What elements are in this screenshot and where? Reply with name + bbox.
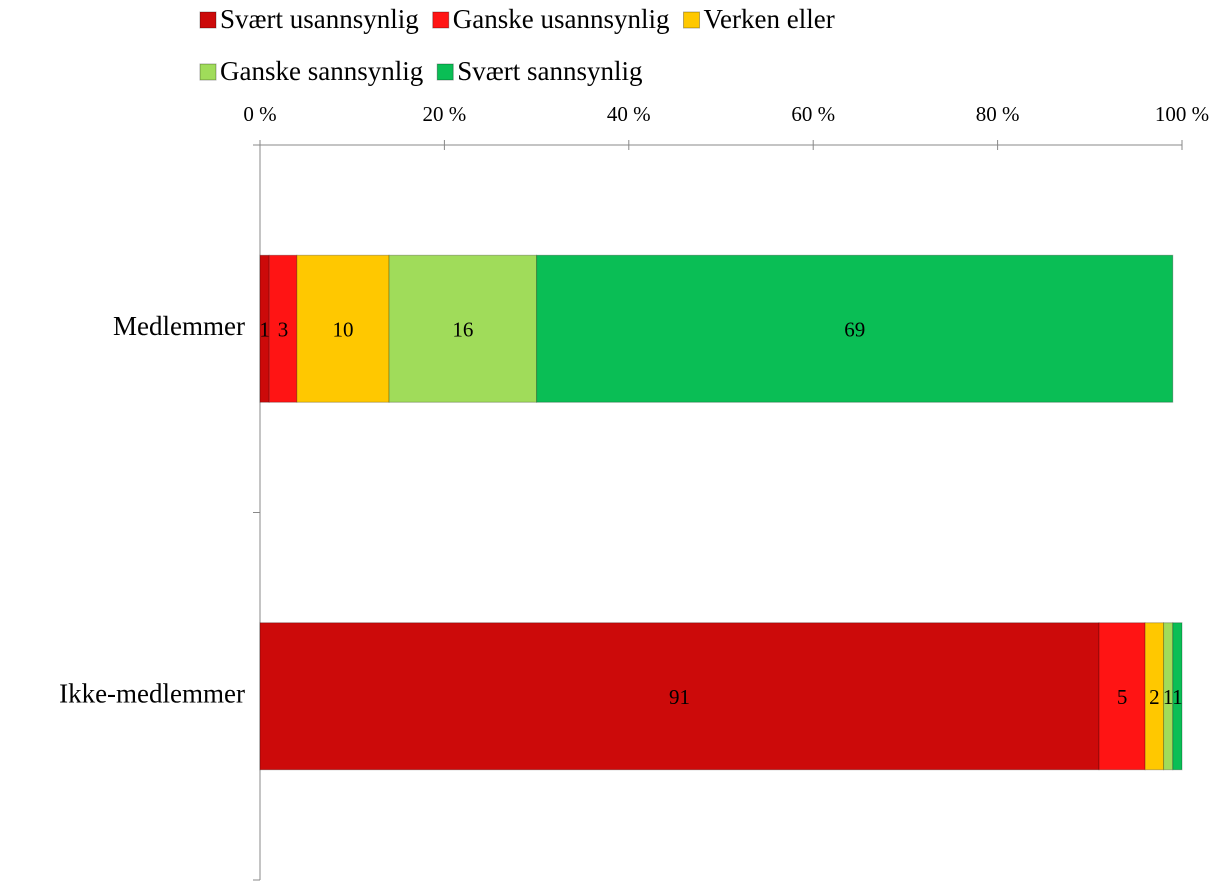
bar-segment: [259, 622, 1100, 771]
y-tick-label: Medlemmer: [113, 311, 245, 341]
bar-segment: [388, 254, 538, 403]
legend-label: Ganske usannsynlig: [453, 4, 670, 34]
x-tick-label: 20 %: [423, 102, 467, 126]
bar-segment: [536, 254, 1174, 403]
x-tick-label: 80 %: [976, 102, 1020, 126]
legend-label: Svært sannsynlig: [457, 56, 642, 86]
data-label: 91: [669, 685, 690, 709]
data-label: 1: [1163, 685, 1174, 709]
legend-swatch: [199, 11, 217, 29]
x-tick-label: 0 %: [243, 102, 276, 126]
bar-segment: [1172, 622, 1183, 771]
legend-swatch: [436, 63, 454, 81]
legend-label: Verken eller: [704, 4, 835, 34]
data-label: 10: [332, 318, 353, 342]
legend-label: Ganske sannsynlig: [220, 56, 423, 86]
legend-swatch: [683, 11, 701, 29]
data-label: 5: [1117, 685, 1128, 709]
bar-segment: [268, 254, 298, 403]
data-label: 3: [278, 318, 289, 342]
data-label: 69: [844, 318, 865, 342]
data-label: 1: [1172, 685, 1183, 709]
bar-segment: [296, 254, 390, 403]
legend-swatch: [199, 63, 217, 81]
data-label: 16: [452, 318, 473, 342]
x-tick-label: 40 %: [607, 102, 651, 126]
x-tick-label: 60 %: [791, 102, 835, 126]
y-tick-label: Ikke-medlemmer: [59, 678, 245, 708]
data-label: 2: [1149, 685, 1160, 709]
x-tick-label: 100 %: [1155, 102, 1209, 126]
bar-segment: [1144, 622, 1165, 771]
legend-swatch: [432, 11, 450, 29]
data-label: 1: [259, 318, 270, 342]
legend-label: Svært usannsynlig: [220, 4, 419, 34]
